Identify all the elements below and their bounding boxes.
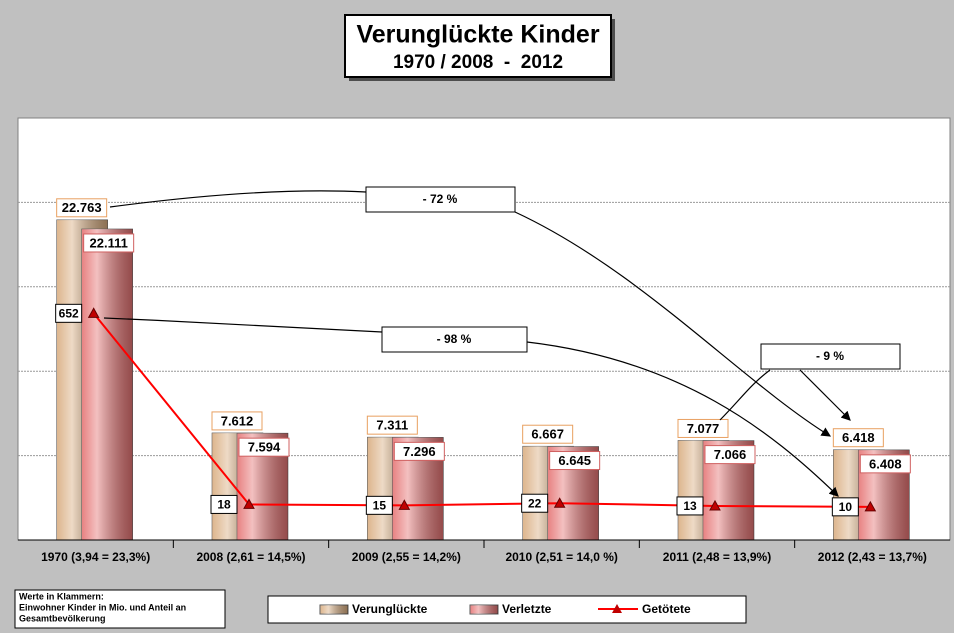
x-tick-label: 2010 (2,51 = 14,0 %) <box>505 550 617 564</box>
data-label: 7.066 <box>714 447 747 462</box>
data-label-box <box>522 424 574 444</box>
data-label-box <box>238 437 290 457</box>
data-label-box <box>210 494 238 514</box>
arrow-line <box>526 341 839 497</box>
arrow-line <box>103 317 383 333</box>
legend-label: Verunglückte <box>352 602 428 616</box>
data-label-box <box>549 451 601 471</box>
x-tick-label: 2008 (2,61 = 14,5%) <box>196 550 305 564</box>
line-marker <box>553 497 566 508</box>
legend-label: Getötete <box>642 602 691 616</box>
data-label: 7.077 <box>687 421 720 436</box>
line-marker <box>243 498 255 509</box>
data-label: 10 <box>839 500 853 514</box>
data-label: 15 <box>373 499 387 513</box>
legend-swatch <box>320 605 348 614</box>
line-marker <box>709 499 721 511</box>
annotation-box <box>365 186 516 213</box>
data-label-box <box>832 428 884 448</box>
data-label: 652 <box>59 306 79 320</box>
arrows <box>103 190 851 497</box>
data-label: 7.296 <box>403 444 436 459</box>
legend-swatch <box>470 605 498 614</box>
note-box <box>14 589 226 629</box>
arrow-line <box>799 369 851 421</box>
note: Gesamtbevölkerung <box>19 613 106 623</box>
data-label: 22 <box>528 496 542 510</box>
line-marker <box>87 307 100 318</box>
bar-shade <box>81 228 133 541</box>
note: Einwohner Kinder in Mio. und Anteil an <box>19 602 186 612</box>
data-label-box <box>393 441 445 461</box>
legend-swatch <box>612 604 622 613</box>
annotation-box <box>381 326 528 353</box>
data-label-box <box>676 496 704 516</box>
annotation: - 9 % <box>816 349 844 363</box>
title-box <box>344 14 612 78</box>
data-label: 13 <box>683 499 697 513</box>
x-tick-label: 2009 (2,55 = 14,2%) <box>352 550 461 564</box>
x-tick-label: 2012 (2,43 = 13,7%) <box>818 550 927 564</box>
data-label-box <box>211 411 263 431</box>
data-label-box <box>831 497 859 517</box>
note: Werte in Klammern: <box>19 591 104 601</box>
annotation: - 98 % <box>437 332 472 346</box>
data-label-box <box>521 493 549 513</box>
data-label-box <box>677 418 729 438</box>
data-label: 18 <box>217 498 231 512</box>
data-label: 7.311 <box>376 418 408 433</box>
data-label: 6.418 <box>842 430 875 445</box>
line <box>92 312 871 508</box>
data-label-box <box>366 415 418 435</box>
x-tick-label: 1970 (3,94 = 23,3%) <box>41 550 150 564</box>
chart-title: Verunglückte Kinder <box>356 21 599 49</box>
x-tick-label: 2011 (2,48 = 13,9%) <box>663 550 771 564</box>
arrow-line <box>109 190 367 208</box>
data-label-box <box>56 198 108 218</box>
data-label: 22.111 <box>90 235 128 250</box>
line-marker <box>864 500 877 512</box>
annotation: - 72 % <box>423 192 458 206</box>
arrow-line <box>514 211 832 437</box>
data-label-box <box>55 303 83 323</box>
data-label: 7.612 <box>221 413 254 428</box>
data-label: 6.408 <box>869 456 902 471</box>
arrow-line <box>719 369 771 421</box>
data-label-box <box>365 495 393 515</box>
bars: 22.763 22.111 7.612 7.594 7.311 7.296 6.667 6.6… <box>56 198 911 541</box>
data-label: 7.594 <box>248 440 281 455</box>
data-label: 6.667 <box>531 427 564 442</box>
data-label: 6.645 <box>558 453 591 468</box>
chart-subtitle: 1970 / 2008 - 2012 <box>393 52 563 73</box>
line-marker <box>398 499 411 510</box>
data-label: 22.763 <box>62 200 102 215</box>
legend-label: Verletzte <box>502 602 552 616</box>
data-label-box <box>859 454 911 474</box>
data-label-box <box>83 233 135 253</box>
data-label-box <box>704 445 756 465</box>
annotation-box <box>760 343 901 370</box>
